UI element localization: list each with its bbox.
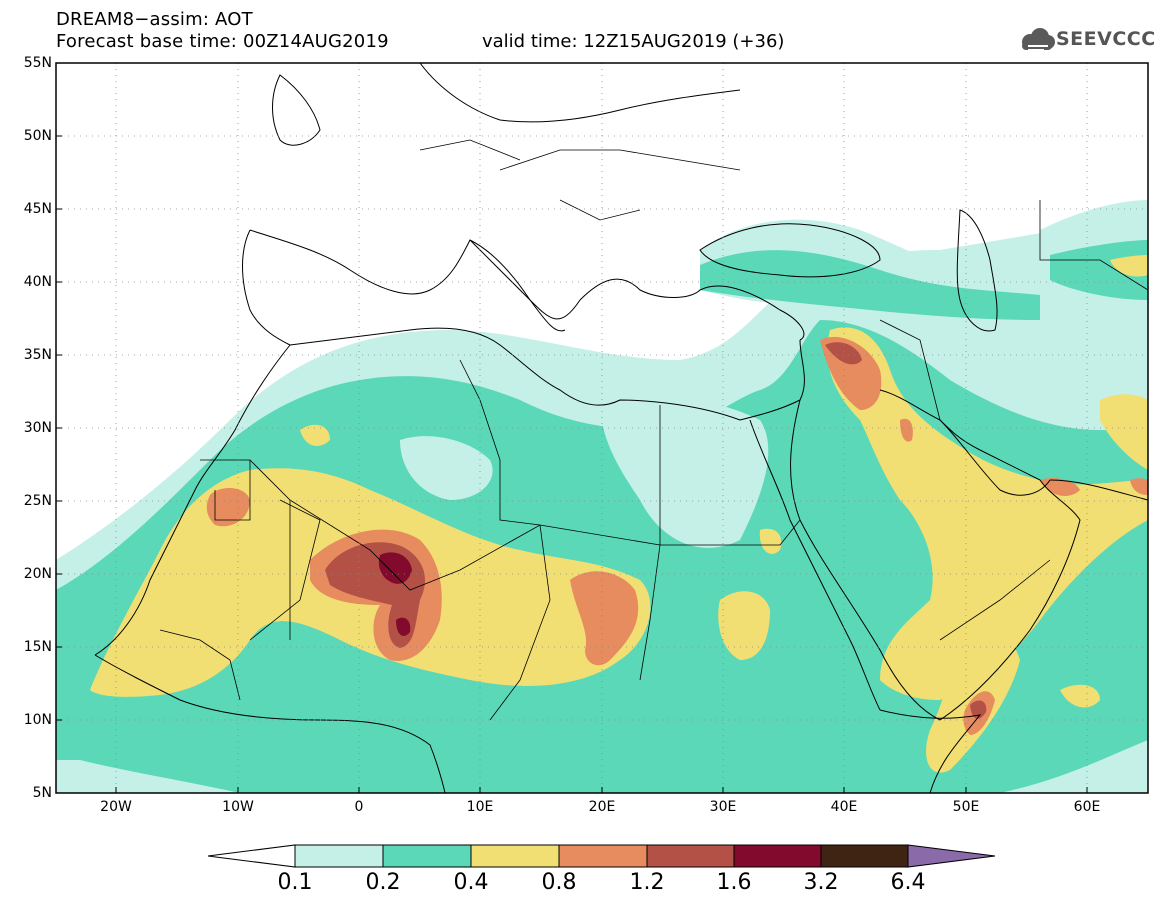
lat-label-5n: 5N <box>32 785 52 801</box>
aot-fields <box>56 63 1148 793</box>
colorbar <box>207 844 996 868</box>
colorbar-label-0.8: 0.8 <box>541 870 577 895</box>
lon-label-40e: 40E <box>830 799 858 815</box>
logo-text: SEEVCCC <box>1056 28 1156 50</box>
lon-label-20w: 20W <box>100 799 132 815</box>
colorbar-arrow-high <box>907 844 996 868</box>
axis-ticks <box>56 62 1088 793</box>
forecast-base-time: Forecast base time: 00Z14AUG2019 <box>56 31 389 52</box>
colorbar-label-1.2: 1.2 <box>629 870 665 895</box>
lon-label-10e: 10E <box>466 799 494 815</box>
lat-label-35n: 35N <box>23 347 52 363</box>
aot-level-1.6 <box>378 552 412 636</box>
coastlines <box>94 63 1148 793</box>
colorbar-bin-0.2 <box>382 844 472 868</box>
colorbar-bin-1.2 <box>646 844 735 868</box>
lon-label-0: 0 <box>354 799 364 815</box>
colorbar-label-6.4: 6.4 <box>890 870 926 895</box>
lon-label-10w: 10W <box>222 799 254 815</box>
lat-label-25n: 25N <box>23 493 52 509</box>
lat-label-40n: 40N <box>23 274 52 290</box>
valid-time: valid time: 12Z15AUG2019 (+36) <box>482 31 785 52</box>
colorbar-arrow-low <box>207 844 296 868</box>
lat-label-45n: 45N <box>23 201 52 217</box>
country-borders <box>159 139 1148 721</box>
lat-label-20n: 20N <box>23 566 52 582</box>
lon-label-50e: 50E <box>952 799 980 815</box>
lat-label-30n: 30N <box>23 420 52 436</box>
lon-label-60e: 60E <box>1073 799 1101 815</box>
lat-label-10n: 10N <box>23 712 52 728</box>
lat-label-55n: 55N <box>23 55 52 71</box>
seevccc-logo <box>1022 28 1055 51</box>
colorbar-label-0.1: 0.1 <box>277 870 313 895</box>
colorbar-bin-1.6 <box>733 844 822 868</box>
lat-label-50n: 50N <box>23 128 52 144</box>
lat-label-15n: 15N <box>23 639 52 655</box>
colorbar-bin-0.4 <box>470 844 560 868</box>
grid-lines <box>56 63 1148 793</box>
lon-label-30e: 30E <box>709 799 737 815</box>
aot-low-patches <box>400 396 769 548</box>
colorbar-bin-0.8 <box>558 844 648 868</box>
colorbar-bin-3.2 <box>820 844 909 868</box>
colorbar-bin-0.1 <box>294 844 384 868</box>
lon-label-20e: 20E <box>588 799 616 815</box>
colorbar-label-0.2: 0.2 <box>365 870 401 895</box>
colorbar-label-3.2: 3.2 <box>803 870 839 895</box>
map-title: DREAM8−assim: AOT <box>56 9 253 30</box>
colorbar-label-0.4: 0.4 <box>453 870 489 895</box>
colorbar-label-1.6: 1.6 <box>716 870 752 895</box>
